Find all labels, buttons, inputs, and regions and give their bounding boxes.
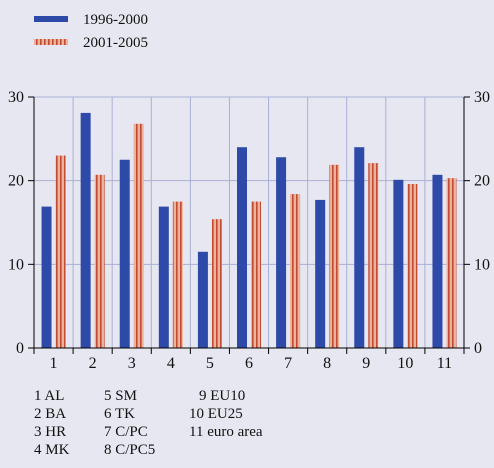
legend-swatch-series-1 <box>34 16 68 22</box>
category-key-item: 11 euro area <box>189 424 263 440</box>
category-key-item: 7 C/PC <box>104 424 148 440</box>
category-key-item: 1 AL <box>34 388 64 404</box>
x-tick-label: 2 <box>89 355 97 372</box>
x-tick-label: 5 <box>206 355 214 372</box>
category-key-item: 10 EU25 <box>189 406 243 422</box>
y-tick-label-left: 20 <box>8 173 24 190</box>
bar-series-1 <box>354 147 365 348</box>
y-tick-label-left: 10 <box>8 256 24 273</box>
x-tick-label: 7 <box>284 355 292 372</box>
bar-series-1 <box>237 147 247 348</box>
x-tick-label: 4 <box>167 355 175 372</box>
bar-series-1 <box>158 206 169 348</box>
bar-series-1 <box>276 157 287 348</box>
y-tick-label-right: 30 <box>474 89 490 106</box>
bar-series-1 <box>315 199 326 348</box>
y-tick-label-right: 20 <box>474 173 490 190</box>
bar-series-1 <box>80 112 91 348</box>
y-tick-label-right: 0 <box>474 340 482 357</box>
x-tick-label: 6 <box>245 355 253 372</box>
bar-series-2 <box>251 201 261 348</box>
bar-series-1 <box>393 179 404 348</box>
bar-series-1 <box>432 174 443 348</box>
bar-series-2 <box>55 155 66 348</box>
plot-background <box>34 97 464 348</box>
category-key-item: 2 BA <box>34 406 66 422</box>
bar-series-2 <box>211 219 222 348</box>
y-tick-label-left: 30 <box>8 89 24 106</box>
y-tick-label-left: 0 <box>16 340 24 357</box>
category-key-item: 3 HR <box>34 424 66 440</box>
category-key-item: 6 TK <box>104 406 135 422</box>
plot-area: 0 0 10 10 20 20 30 30 1 2 3 4 5 6 7 8 9 10 11 <box>8 89 490 372</box>
bar-series-1 <box>197 251 208 348</box>
legend-label-series-2: 2001-2005 <box>83 35 148 51</box>
category-key-item: 5 SM <box>104 388 137 404</box>
x-tick-label: 10 <box>397 355 413 372</box>
x-tick-label: 9 <box>362 355 370 372</box>
x-tick-label: 11 <box>437 355 452 372</box>
category-key: 1 AL 2 BA 3 HR 4 MK 5 SM 6 TK 7 C/PC 8 C… <box>34 388 263 458</box>
bar-series-2 <box>368 163 379 348</box>
x-tick-label: 3 <box>128 355 136 372</box>
bar-series-2 <box>446 178 457 348</box>
legend-label-series-1: 1996-2000 <box>83 12 148 28</box>
bar-series-1 <box>119 159 130 348</box>
bar-series-1 <box>41 206 52 348</box>
category-key-item: 8 C/PC5 <box>104 442 155 458</box>
x-tick-label: 8 <box>323 355 331 372</box>
x-tick-label: 1 <box>50 355 58 372</box>
category-key-item: 9 EU10 <box>199 388 245 404</box>
bar-series-2 <box>133 123 144 348</box>
y-tick-label-right: 10 <box>474 256 490 273</box>
legend: 1996-2000 2001-2005 <box>34 12 148 51</box>
bar-series-2 <box>172 201 183 348</box>
bar-series-2 <box>94 174 105 348</box>
bar-series-2 <box>329 164 340 348</box>
category-key-item: 4 MK <box>34 442 70 458</box>
bar-series-2 <box>290 194 301 348</box>
legend-swatch-series-2 <box>34 39 68 45</box>
bar-series-2 <box>407 184 418 348</box>
